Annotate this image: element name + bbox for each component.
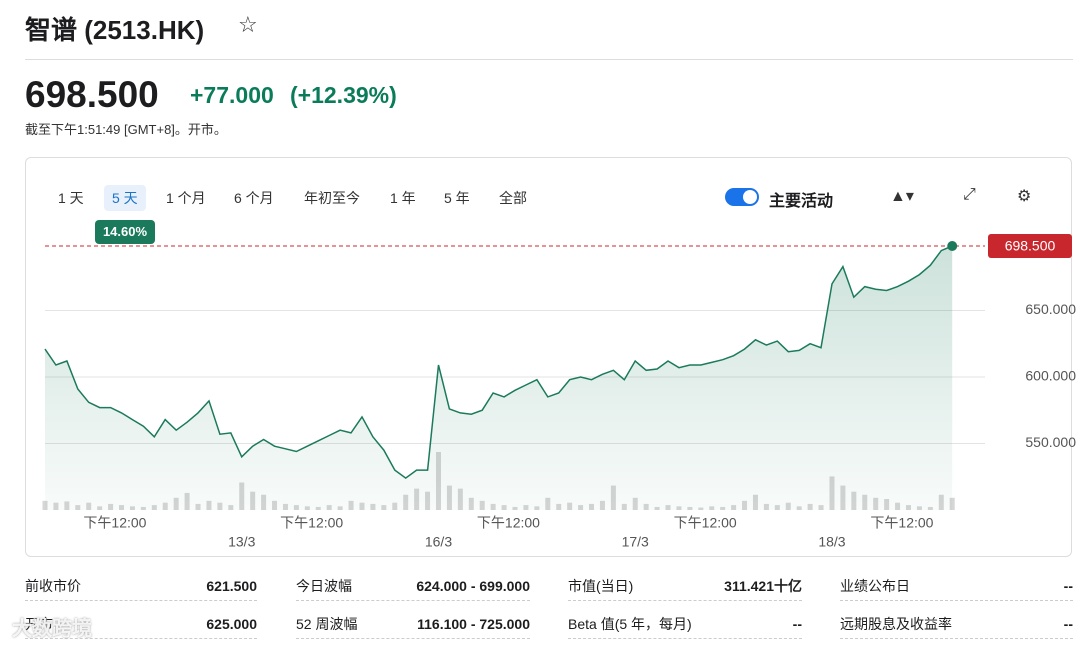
row-rule xyxy=(568,638,802,639)
y-tick-label: 600.000 xyxy=(1025,368,1076,384)
stat-value: -- xyxy=(1063,616,1073,632)
stat-label: Beta 值(5 年，每月) xyxy=(568,616,692,632)
row-rule xyxy=(296,638,530,639)
volume-bar xyxy=(949,497,955,510)
change: +77.000 xyxy=(190,82,274,108)
stat-value: 116.100 - 725.000 xyxy=(417,616,530,632)
date-label: 13/3 xyxy=(228,534,255,550)
price-line xyxy=(44,245,953,480)
last-price-label: 698.500 xyxy=(1005,238,1056,254)
expand[interactable]: ⤢ xyxy=(963,186,976,203)
quote-time: 截至下午1:51:49 [GMT+8]。开市。 xyxy=(25,122,227,137)
chart-type-menu[interactable]: ▲▾ xyxy=(890,188,914,205)
last-price-box xyxy=(988,233,1072,258)
x-tick-label: 下午12:00 xyxy=(83,515,146,531)
watch-star[interactable]: ☆ xyxy=(238,12,258,37)
x-tick-label: 下午12:00 xyxy=(870,515,933,531)
range-tab[interactable]: 6 个月 xyxy=(234,190,274,206)
y-tick-label: 550.000 xyxy=(1025,434,1076,450)
last-point xyxy=(947,240,958,251)
stat-label: 52 周波幅 xyxy=(296,616,358,632)
date-label: 18/3 xyxy=(818,534,845,550)
x-tick-label: 下午12:00 xyxy=(280,515,343,531)
title: 智谱 (2513.HK) xyxy=(25,15,205,45)
range-tab[interactable]: 1 年 xyxy=(390,190,416,206)
row-rule xyxy=(296,600,530,601)
toggle-label: 主要活动 xyxy=(769,193,834,210)
watermark: 大数跨境 xyxy=(12,618,92,640)
row-rule xyxy=(25,600,257,601)
date-label: 16/3 xyxy=(425,534,452,550)
x-tick-label: 下午12:00 xyxy=(477,515,540,531)
stat-value: 625.000 xyxy=(206,616,257,632)
stat-label: 前收市价 xyxy=(25,578,81,594)
stat-label: 开市 xyxy=(25,616,53,632)
stat-value: 621.500 xyxy=(206,578,257,594)
settings[interactable]: ⚙ xyxy=(1017,188,1032,205)
range-tab[interactable]: 年初至今 xyxy=(304,190,360,206)
row-rule xyxy=(840,638,1073,639)
row-rule xyxy=(840,600,1073,601)
stat-value: -- xyxy=(792,616,802,632)
stat-label: 今日波幅 xyxy=(296,578,352,594)
price-area xyxy=(45,246,953,510)
stat-label: 市值(当日) xyxy=(568,578,634,594)
row-rule xyxy=(568,600,802,601)
date-label: 17/3 xyxy=(622,534,649,550)
row-rule xyxy=(25,638,257,639)
stat-label: 远期股息及收益率 xyxy=(840,616,952,632)
y-tick-label: 650.000 xyxy=(1025,301,1076,317)
stats-row: 前收市价 621.500 今日波幅 624.000 - 699.000 市值(当日) 31… xyxy=(25,573,1073,603)
range-tab[interactable]: 1 天 xyxy=(58,190,84,206)
range-tab[interactable]: 5 天 xyxy=(104,185,146,211)
change-pct: (+12.39%) xyxy=(290,82,397,108)
toggle[interactable] xyxy=(725,188,759,206)
stat-value: 624.000 - 699.000 xyxy=(416,578,530,594)
range-tab[interactable]: 全部 xyxy=(499,190,527,206)
price: 698.500 xyxy=(25,74,159,115)
stat-value: -- xyxy=(1063,578,1073,594)
chart-card xyxy=(25,157,1072,557)
range-tab[interactable]: 1 个月 xyxy=(166,190,206,206)
stats-row: 开市 625.000 52 周波幅 116.100 - 725.000 Beta 值(5… xyxy=(25,611,1073,641)
range-change: 14.60% xyxy=(95,220,155,244)
stat-value: 311.421十亿 xyxy=(724,578,802,594)
stat-label: 业绩公布日 xyxy=(840,578,910,594)
x-tick-label: 下午12:00 xyxy=(674,515,737,531)
range-tab[interactable]: 5 年 xyxy=(444,190,470,206)
divider xyxy=(25,59,1073,60)
